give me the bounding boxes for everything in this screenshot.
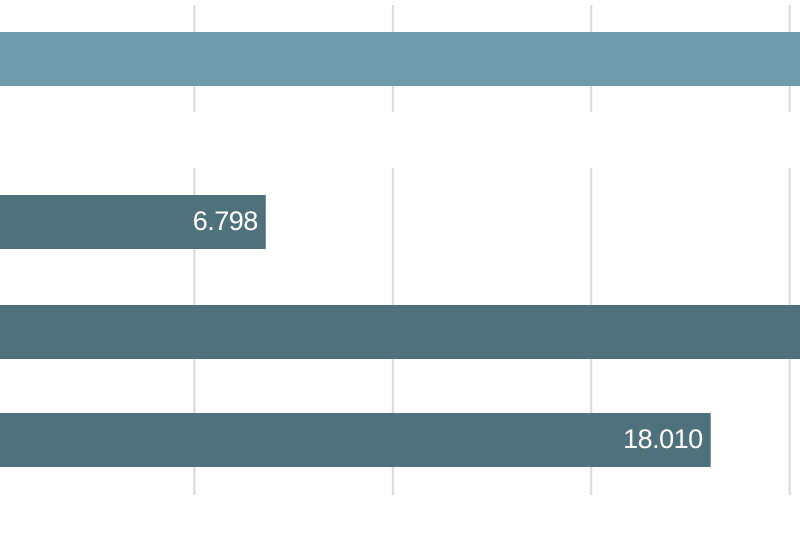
- value-label: 6.798: [193, 206, 258, 236]
- bar: [0, 32, 800, 86]
- value-label: 18.010: [623, 424, 703, 454]
- bar: [0, 413, 711, 467]
- bar: [0, 305, 800, 359]
- bar: [0, 195, 266, 249]
